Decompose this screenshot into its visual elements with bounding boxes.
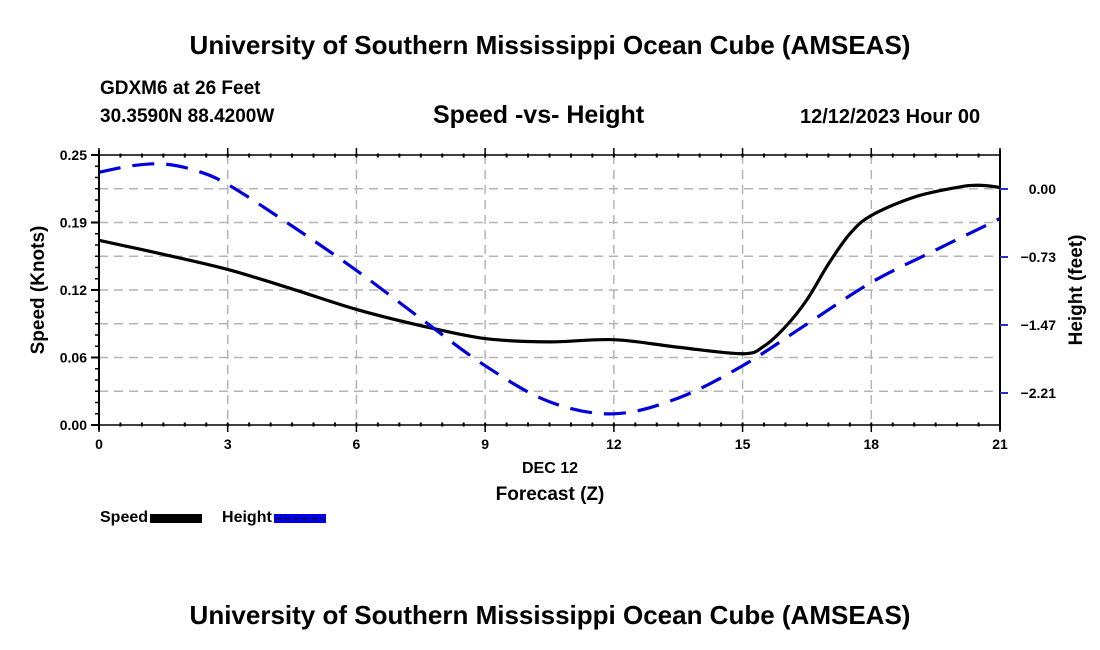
x-tick-label: 21 <box>992 436 1008 452</box>
y-tick-label: 0.19 <box>60 215 87 231</box>
legend: Speed Height <box>100 509 326 527</box>
legend-label-speed: Speed <box>100 509 149 526</box>
x-axis-title: Forecast (Z) <box>496 484 605 505</box>
x-tick-label: 12 <box>606 436 622 452</box>
coordinates-label: 30.3590N 88.4200W <box>100 106 275 127</box>
series-line-height <box>98 162 1001 416</box>
y-tick-label: 0.06 <box>60 350 87 366</box>
y-tick-label: 0.00 <box>60 417 87 433</box>
x-tick-label: 15 <box>735 436 751 452</box>
y2-axis-title: Height (feet) <box>1066 235 1087 346</box>
chart-title: Speed -vs- Height <box>433 101 645 129</box>
x-tick-label: 18 <box>863 436 879 452</box>
series-line-speed <box>98 183 1001 356</box>
date-label: 12/12/2023 Hour 00 <box>800 106 981 128</box>
y-axis-title: Speed (Knots) <box>28 226 49 355</box>
ticks: 0 3 6 9 12 15 18 21 0.00 0.06 0.12 0.19 0.25 0.00 −0.7… <box>60 147 1056 452</box>
legend-label-height: Height <box>222 509 272 526</box>
legend-swatch-height <box>273 513 326 523</box>
x-tick-label: 6 <box>353 436 361 452</box>
x-tick-label: 9 <box>481 436 489 452</box>
series-group <box>98 162 1001 416</box>
y-tick-label: 0.12 <box>60 282 87 298</box>
footer-title: University of Southern Mississippi Ocean… <box>189 600 911 630</box>
y2-tick-label: −2.21 <box>1021 385 1057 401</box>
legend-swatch-speed <box>150 513 203 523</box>
x-tick-label: 3 <box>224 436 232 452</box>
y2-tick-label: −1.47 <box>1021 317 1057 333</box>
y-tick-label: 0.25 <box>60 147 87 163</box>
main-title: University of Southern Mississippi Ocean… <box>189 30 911 60</box>
x-tick-label: 0 <box>95 436 103 452</box>
y2-tick-label: −0.73 <box>1021 249 1057 265</box>
grid <box>99 155 1000 425</box>
station-label: GDXM6 at 26 Feet <box>100 78 261 99</box>
y2-tick-label: 0.00 <box>1029 181 1056 197</box>
x-sublabel: DEC 12 <box>522 460 578 477</box>
